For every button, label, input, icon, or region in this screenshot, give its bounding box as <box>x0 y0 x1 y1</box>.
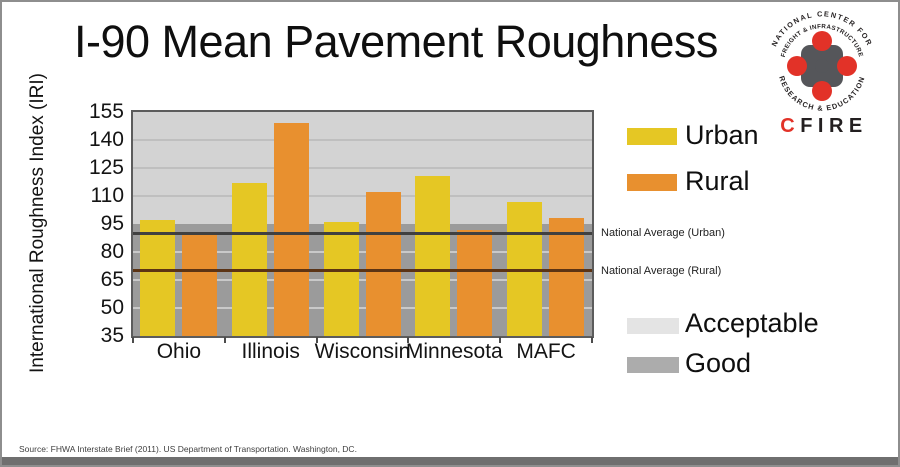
y-tick-label-125: 125 <box>88 156 124 179</box>
y-tick-label-110: 110 <box>90 184 124 207</box>
cfire-logo-graphic: NATIONAL CENTER FOR FREIGHT & INFRASTRUC… <box>770 9 873 137</box>
x-label-minnesota: Minnesota <box>405 340 503 363</box>
bar-rural-mafc <box>549 218 585 336</box>
good-legend-swatch <box>627 357 679 373</box>
x-axis-tick <box>223 337 226 343</box>
y-axis-title: International Roughness Index (IRI) <box>27 73 48 373</box>
good-legend-label: Good <box>685 348 752 378</box>
national-average-rural-label: National Average (Rural) <box>601 264 722 277</box>
source-citation: Source: FHWA Interstate Brief (2011). US… <box>19 444 357 454</box>
cfire-logo: NATIONAL CENTER FOR FREIGHT & INFRASTRUC… <box>752 6 892 142</box>
x-label-mafc: MAFC <box>516 340 576 363</box>
urban-legend-label: Urban <box>685 120 759 150</box>
x-axis-tick <box>499 337 502 343</box>
acceptable-legend-label: Acceptable <box>685 308 819 338</box>
gridline-80 <box>133 251 592 253</box>
x-label-wisconsin: Wisconsin <box>314 340 411 363</box>
x-axis-tick <box>315 337 318 343</box>
bar-urban-illinois <box>231 182 267 336</box>
y-tick-label-50: 50 <box>100 296 124 319</box>
x-label-ohio: Ohio <box>156 340 202 363</box>
gridline-110 <box>133 195 592 197</box>
reference-line-national-average-urban- <box>133 231 592 235</box>
bar-rural-illinois <box>273 123 309 336</box>
reference-line-national-average-rural- <box>133 269 592 273</box>
footer-bar <box>2 457 898 465</box>
y-tick-label-155: 155 <box>88 100 124 123</box>
y-tick-label-65: 65 <box>100 268 124 291</box>
y-tick-label-35: 35 <box>100 324 124 347</box>
y-tick-label-95: 95 <box>100 212 124 235</box>
rural-legend-swatch <box>627 174 677 191</box>
gridline-65 <box>133 279 592 281</box>
y-tick-label-80: 80 <box>100 240 124 263</box>
bar-urban-mafc <box>507 201 543 336</box>
bar-urban-wisconsin <box>323 222 359 336</box>
x-axis-tick <box>407 337 410 343</box>
bar-rural-ohio <box>182 231 217 336</box>
page-title: I-90 Mean Pavement Roughness <box>74 16 718 67</box>
bar-urban-minnesota <box>415 175 451 336</box>
gridline-125 <box>133 167 592 169</box>
x-label-illinois: Illinois <box>241 340 300 363</box>
bar-urban-ohio <box>140 220 175 336</box>
gridline-140 <box>133 139 592 141</box>
acceptable-legend-swatch <box>627 318 679 334</box>
national-average-urban-label: National Average (Urban) <box>601 227 725 240</box>
bar-rural-minnesota <box>457 229 493 336</box>
y-tick-label-140: 140 <box>88 128 124 151</box>
bar-rural-wisconsin <box>365 192 401 336</box>
logo-emblem-dots <box>787 31 857 101</box>
rural-legend-label: Rural <box>685 166 750 196</box>
x-axis-tick <box>591 337 593 343</box>
urban-legend-swatch <box>627 128 677 145</box>
x-axis-tick <box>132 337 134 343</box>
gridline-50 <box>133 307 592 309</box>
logo-wordmark: CFIRE <box>780 115 868 137</box>
chart-plot-area <box>132 112 593 343</box>
